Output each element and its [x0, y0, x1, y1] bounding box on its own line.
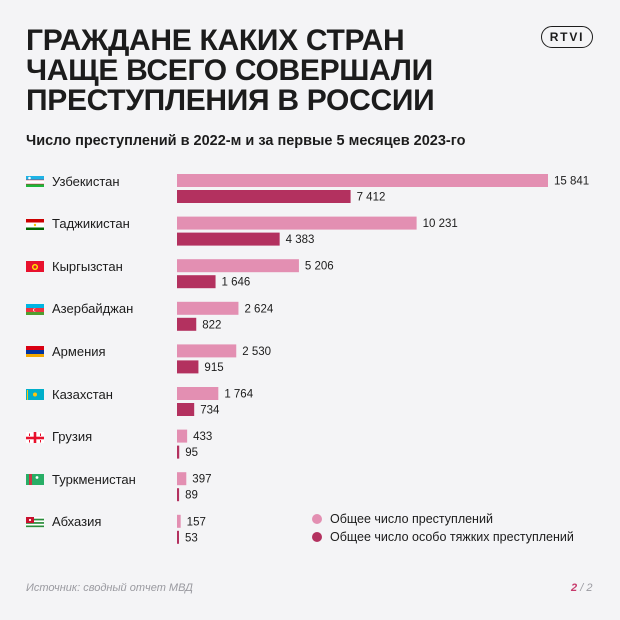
country-name: Казахстан — [52, 386, 113, 402]
country-name: Кыргызстан — [52, 258, 123, 274]
azerbaijan-flag-icon — [26, 303, 44, 315]
data-label-total-4: 2 530 — [242, 346, 271, 358]
bar-grave-5 — [177, 403, 195, 416]
georgia-flag-icon — [26, 431, 44, 443]
data-label-grave-4: 915 — [204, 362, 223, 374]
legend-dot-total — [312, 514, 322, 524]
country-name: Грузия — [52, 429, 93, 445]
bar-total-1 — [177, 216, 417, 230]
legend-item-grave: Общее число особо тяжких преступлений — [312, 530, 574, 544]
country-name: Узбекистан — [52, 173, 120, 189]
page-separator: / — [580, 582, 584, 594]
bar-total-2 — [177, 259, 299, 273]
page-total: 2 — [586, 582, 593, 594]
source-note: Источник: сводный отчет МВД — [26, 582, 193, 594]
data-label-total-3: 2 624 — [244, 303, 273, 315]
bar-total-4 — [177, 344, 237, 358]
bar-total-0 — [177, 174, 548, 187]
country-label-row: Казахстан — [26, 385, 113, 403]
armenia-flag-icon — [26, 345, 44, 358]
country-name: Азербайджан — [52, 301, 134, 317]
data-label-total-0: 15 841 — [554, 176, 589, 188]
page-current: 2 — [571, 582, 578, 594]
bar-total-3 — [177, 301, 239, 315]
data-label-total-7: 397 — [192, 474, 211, 486]
page-title: ГРАЖДАНЕ КАКИХ СТРАН ЧАЩЕ ВСЕГО СОВЕРШАЛ… — [26, 26, 506, 116]
data-label-total-5: 1 764 — [224, 389, 253, 401]
kyrgyzstan-flag-icon — [26, 260, 44, 273]
data-label-total-8: 157 — [187, 516, 206, 528]
legend-label-total: Общее число преступлений — [330, 512, 493, 526]
tajikistan-flag-icon — [26, 218, 44, 230]
country-label-row: Узбекистан — [26, 172, 120, 190]
bar-grave-8 — [177, 530, 179, 544]
abkhazia-flag-icon — [26, 516, 44, 528]
data-label-grave-6: 95 — [185, 447, 198, 459]
data-label-grave-5: 734 — [200, 405, 220, 417]
data-label-grave-1: 4 383 — [286, 234, 315, 246]
data-label-total-1: 10 231 — [423, 218, 458, 230]
data-label-grave-0: 7 412 — [357, 192, 386, 204]
data-label-grave-7: 89 — [185, 490, 198, 502]
bar-grave-2 — [177, 275, 216, 289]
country-name: Армения — [52, 343, 106, 359]
country-name: Таджикистан — [52, 216, 130, 232]
country-label-row: Грузия — [26, 428, 92, 446]
chart-title: Число преступлений в 2022-м и за первые … — [26, 133, 466, 149]
title-line-2: ЧАЩЕ ВСЕГО СОВЕРШАЛИ — [26, 54, 433, 87]
bar-grave-3 — [177, 317, 197, 331]
legend-item-total: Общее число преступлений — [312, 512, 493, 526]
country-name: Туркменистан — [52, 471, 136, 487]
legend-label-grave: Общее число особо тяжких преступлений — [330, 530, 574, 544]
page-indicator: 2 / 2 — [571, 582, 592, 594]
country-label-row: Таджикистан — [26, 215, 130, 233]
legend-dot-grave — [312, 532, 322, 542]
kazakhstan-flag-icon — [26, 388, 44, 400]
rtvi-logo: RTVI — [541, 26, 593, 48]
title-line-1: ГРАЖДАНЕ КАКИХ СТРАН — [26, 24, 405, 57]
country-label-row: Туркменистан — [26, 470, 136, 488]
bar-total-7 — [177, 472, 187, 486]
turkmenistan-flag-icon — [26, 473, 44, 486]
data-label-grave-2: 1 646 — [222, 277, 251, 289]
data-label-grave-8: 53 — [185, 532, 198, 544]
bar-grave-0 — [177, 190, 351, 203]
bar-total-8 — [177, 514, 181, 528]
country-name: Абхазия — [52, 514, 102, 530]
country-label-row: Абхазия — [26, 513, 101, 531]
data-label-total-6: 433 — [193, 431, 212, 443]
country-label-row: Армения — [26, 342, 106, 360]
bar-grave-6 — [177, 445, 180, 459]
bar-grave-4 — [177, 360, 199, 374]
title-line-3: ПРЕСТУПЛЕНИЯ В РОССИИ — [26, 84, 435, 117]
data-label-total-2: 5 206 — [305, 261, 334, 273]
country-label-row: Азербайджан — [26, 300, 133, 318]
country-label-row: Кыргызстан — [26, 257, 123, 275]
bar-grave-1 — [177, 232, 280, 246]
bar-total-6 — [177, 429, 188, 443]
bar-grave-7 — [177, 488, 180, 502]
data-label-grave-3: 822 — [202, 319, 221, 331]
uzbekistan-flag-icon — [26, 175, 44, 187]
bar-total-5 — [177, 387, 219, 400]
